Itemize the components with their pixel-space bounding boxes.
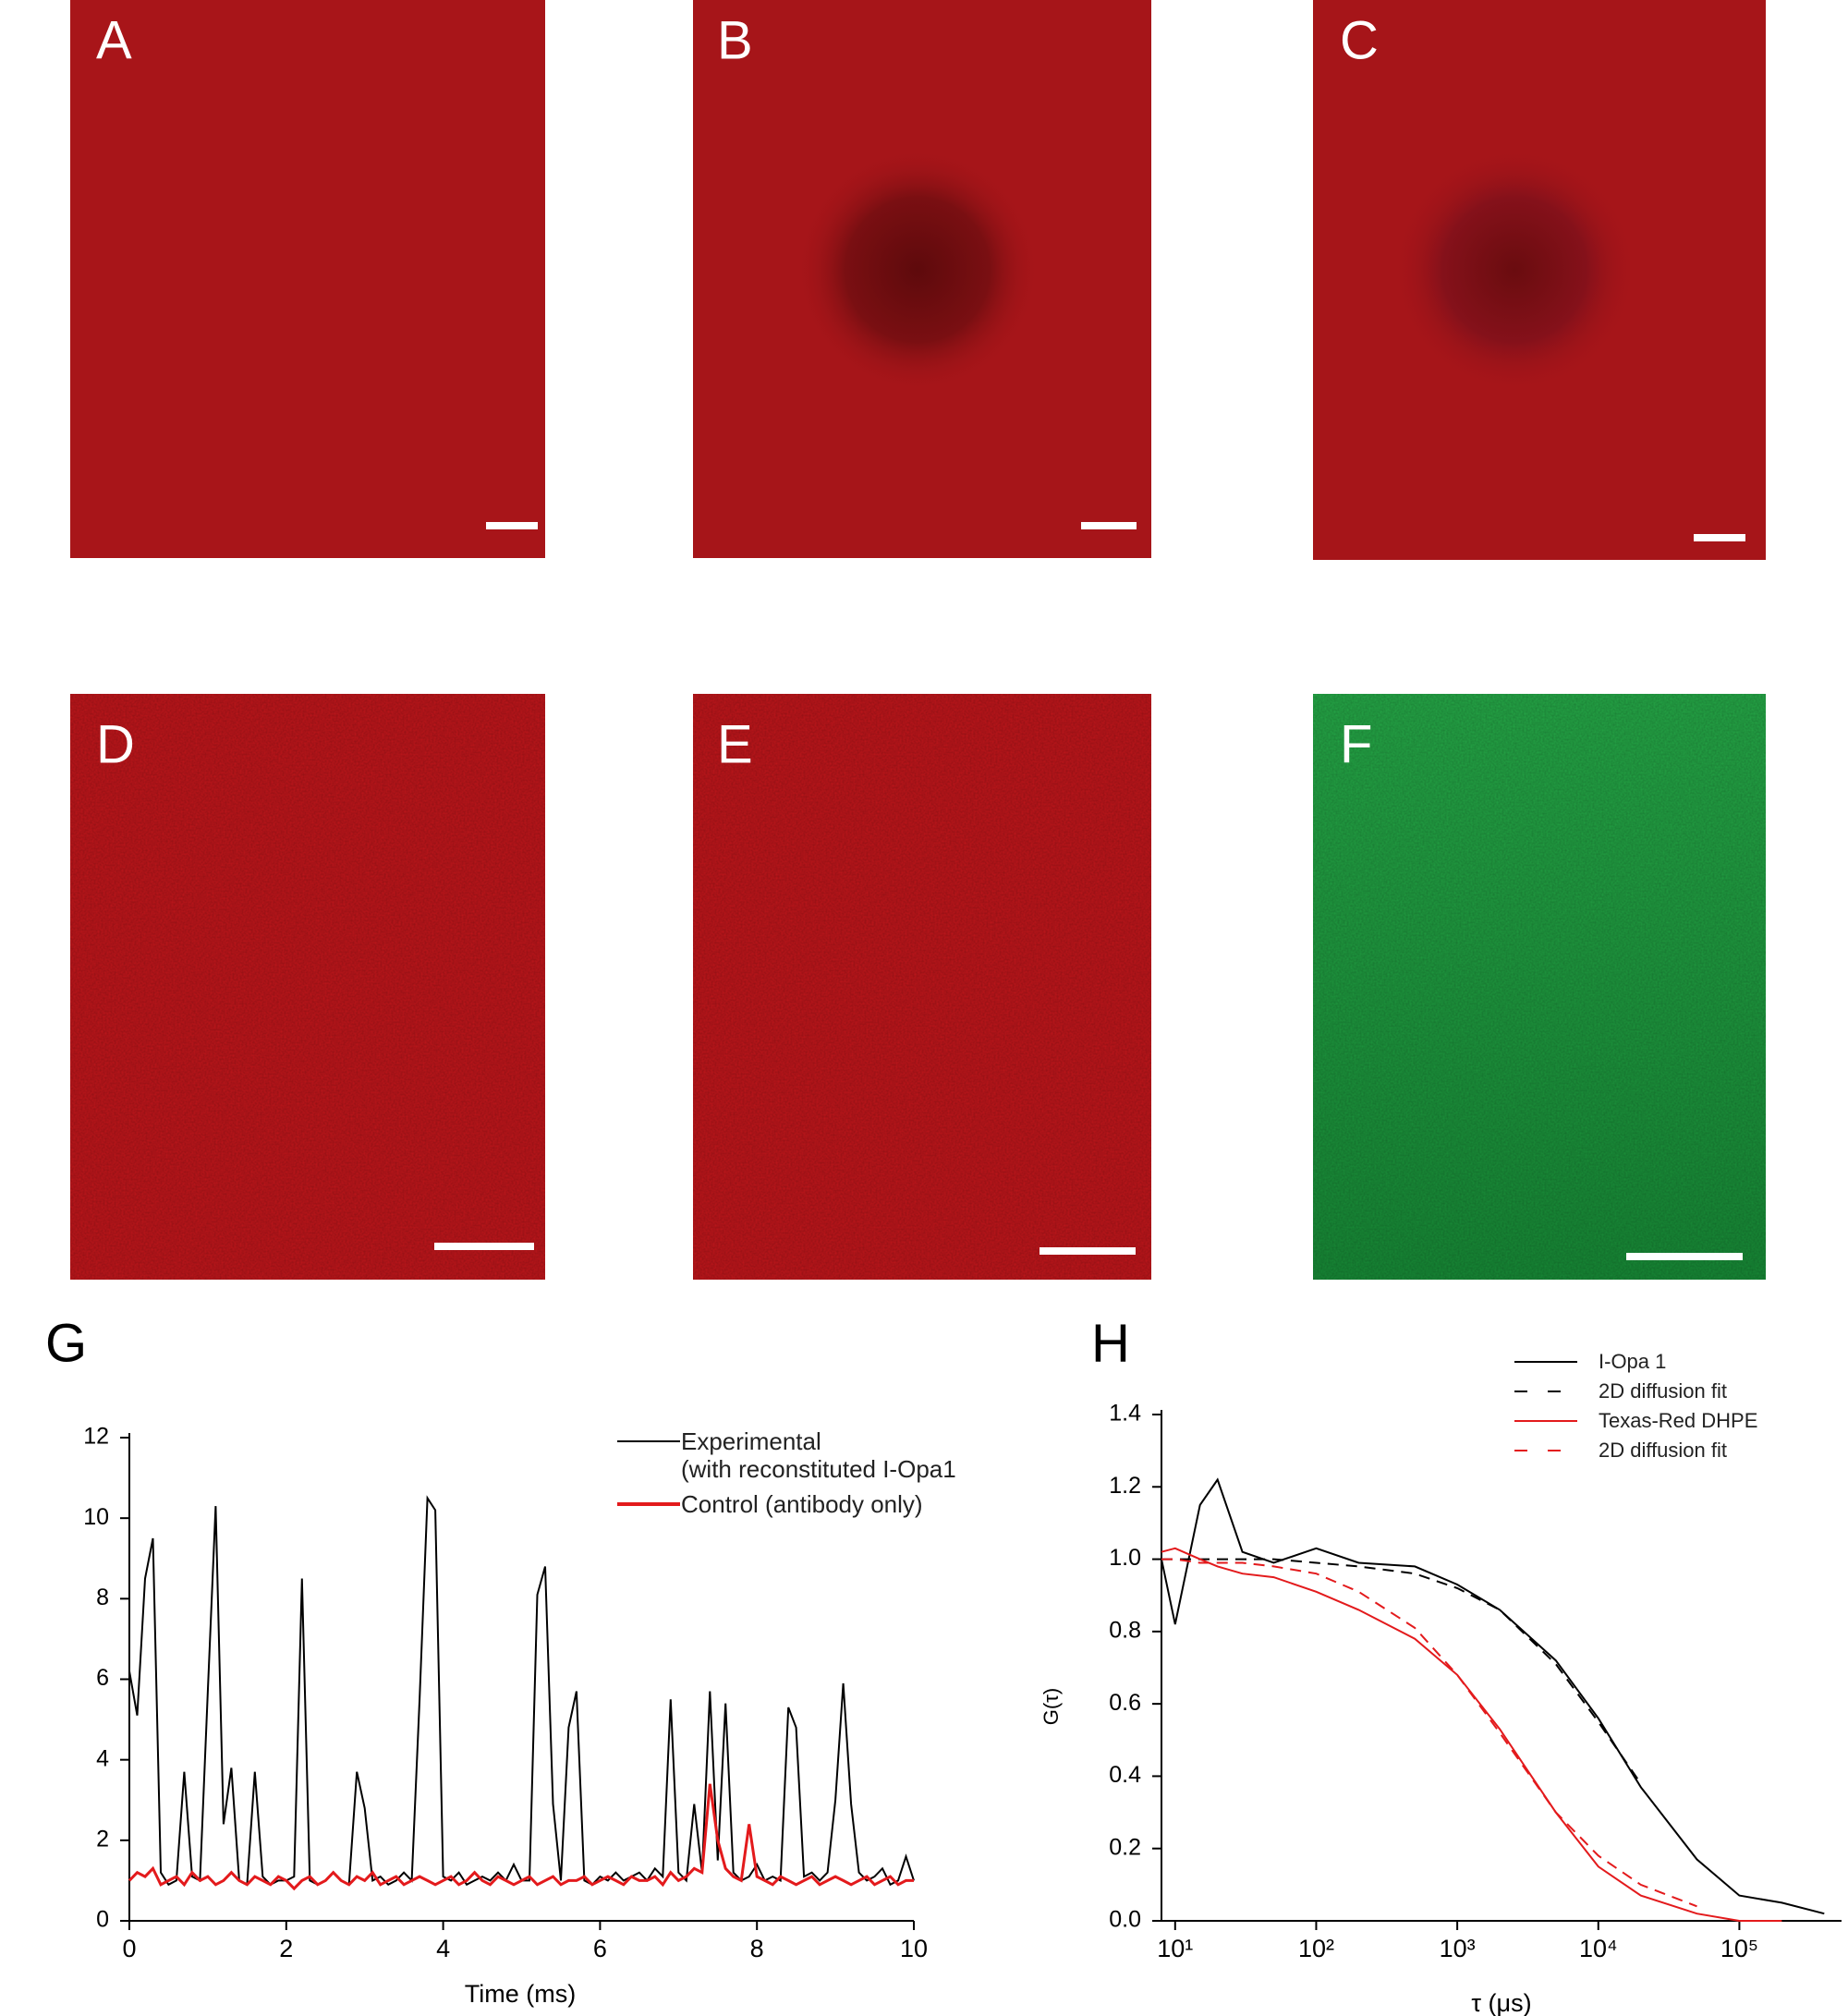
panel-label: C: [1340, 10, 1379, 70]
x-tick-label: 4: [436, 1935, 450, 1962]
panel-a: [70, 0, 545, 558]
series-line: [128, 1783, 914, 1891]
panel-f: [1313, 694, 1766, 1280]
y-tick-label: 1.4: [1109, 1401, 1141, 1427]
y-tick-label: 6: [96, 1665, 109, 1691]
legend-label: 2D diffusion fit: [1599, 1439, 1728, 1462]
y-tick-label: 8: [96, 1585, 109, 1610]
y-tick-label: 0.4: [1109, 1762, 1141, 1788]
y-tick-label: 4: [96, 1745, 109, 1771]
series-line: [1161, 1558, 1642, 1784]
panel-label: E: [717, 714, 753, 774]
legend-label: 2D diffusion fit: [1599, 1379, 1728, 1403]
x-tick-label: 10¹: [1157, 1935, 1193, 1962]
panel-label: B: [717, 10, 753, 70]
y-tick-label: 0.6: [1109, 1690, 1141, 1716]
legend-label: Texas-Red DHPE: [1599, 1409, 1758, 1432]
y-axis-label: G(τ): [1040, 1688, 1063, 1725]
legend-label: Control (antibody only): [681, 1490, 923, 1518]
y-tick-label: 1.2: [1109, 1473, 1141, 1499]
series-line: [128, 1495, 915, 1887]
series-line: [1161, 1558, 1697, 1908]
panel-label: G: [45, 1313, 87, 1373]
y-tick-label: 0.8: [1109, 1617, 1141, 1643]
panel-b: [693, 0, 1151, 558]
y-tick-label: 2: [96, 1826, 109, 1852]
series-line: [1161, 1477, 1825, 1915]
y-tick-label: 1.0: [1109, 1545, 1141, 1571]
y-tick-label: 10: [83, 1504, 109, 1530]
legend-label: Experimental (with reconstituted I-Opa1: [681, 1427, 956, 1483]
y-tick-label: 0.2: [1109, 1834, 1141, 1860]
series-line: [1161, 1547, 1782, 1922]
x-tick-label: 10⁴: [1579, 1935, 1618, 1962]
panel-label: D: [96, 714, 135, 774]
panel-e: [693, 694, 1151, 1280]
panel-label: A: [96, 10, 132, 70]
x-tick-label: 0: [122, 1935, 136, 1962]
panel-c: [1313, 0, 1766, 560]
x-tick-label: 10: [900, 1935, 928, 1962]
x-tick-label: 2: [279, 1935, 293, 1962]
x-tick-label: 8: [750, 1935, 764, 1962]
y-tick-label: 0: [96, 1907, 109, 1933]
panel-label: F: [1340, 714, 1372, 774]
y-tick-label: 12: [83, 1424, 109, 1450]
y-tick-label: 0.0: [1109, 1907, 1141, 1933]
x-tick-label: 6: [593, 1935, 607, 1962]
panel-label: H: [1091, 1313, 1130, 1373]
legend-label: I-Opa 1: [1599, 1350, 1667, 1373]
x-tick-label: 10²: [1298, 1935, 1334, 1962]
x-axis-label: Time (ms): [465, 1980, 576, 2008]
x-tick-label: 10⁵: [1720, 1935, 1758, 1962]
panel-d: [70, 694, 545, 1280]
x-tick-label: 10³: [1440, 1935, 1476, 1962]
x-axis-label: τ (μs): [1471, 1989, 1531, 2016]
